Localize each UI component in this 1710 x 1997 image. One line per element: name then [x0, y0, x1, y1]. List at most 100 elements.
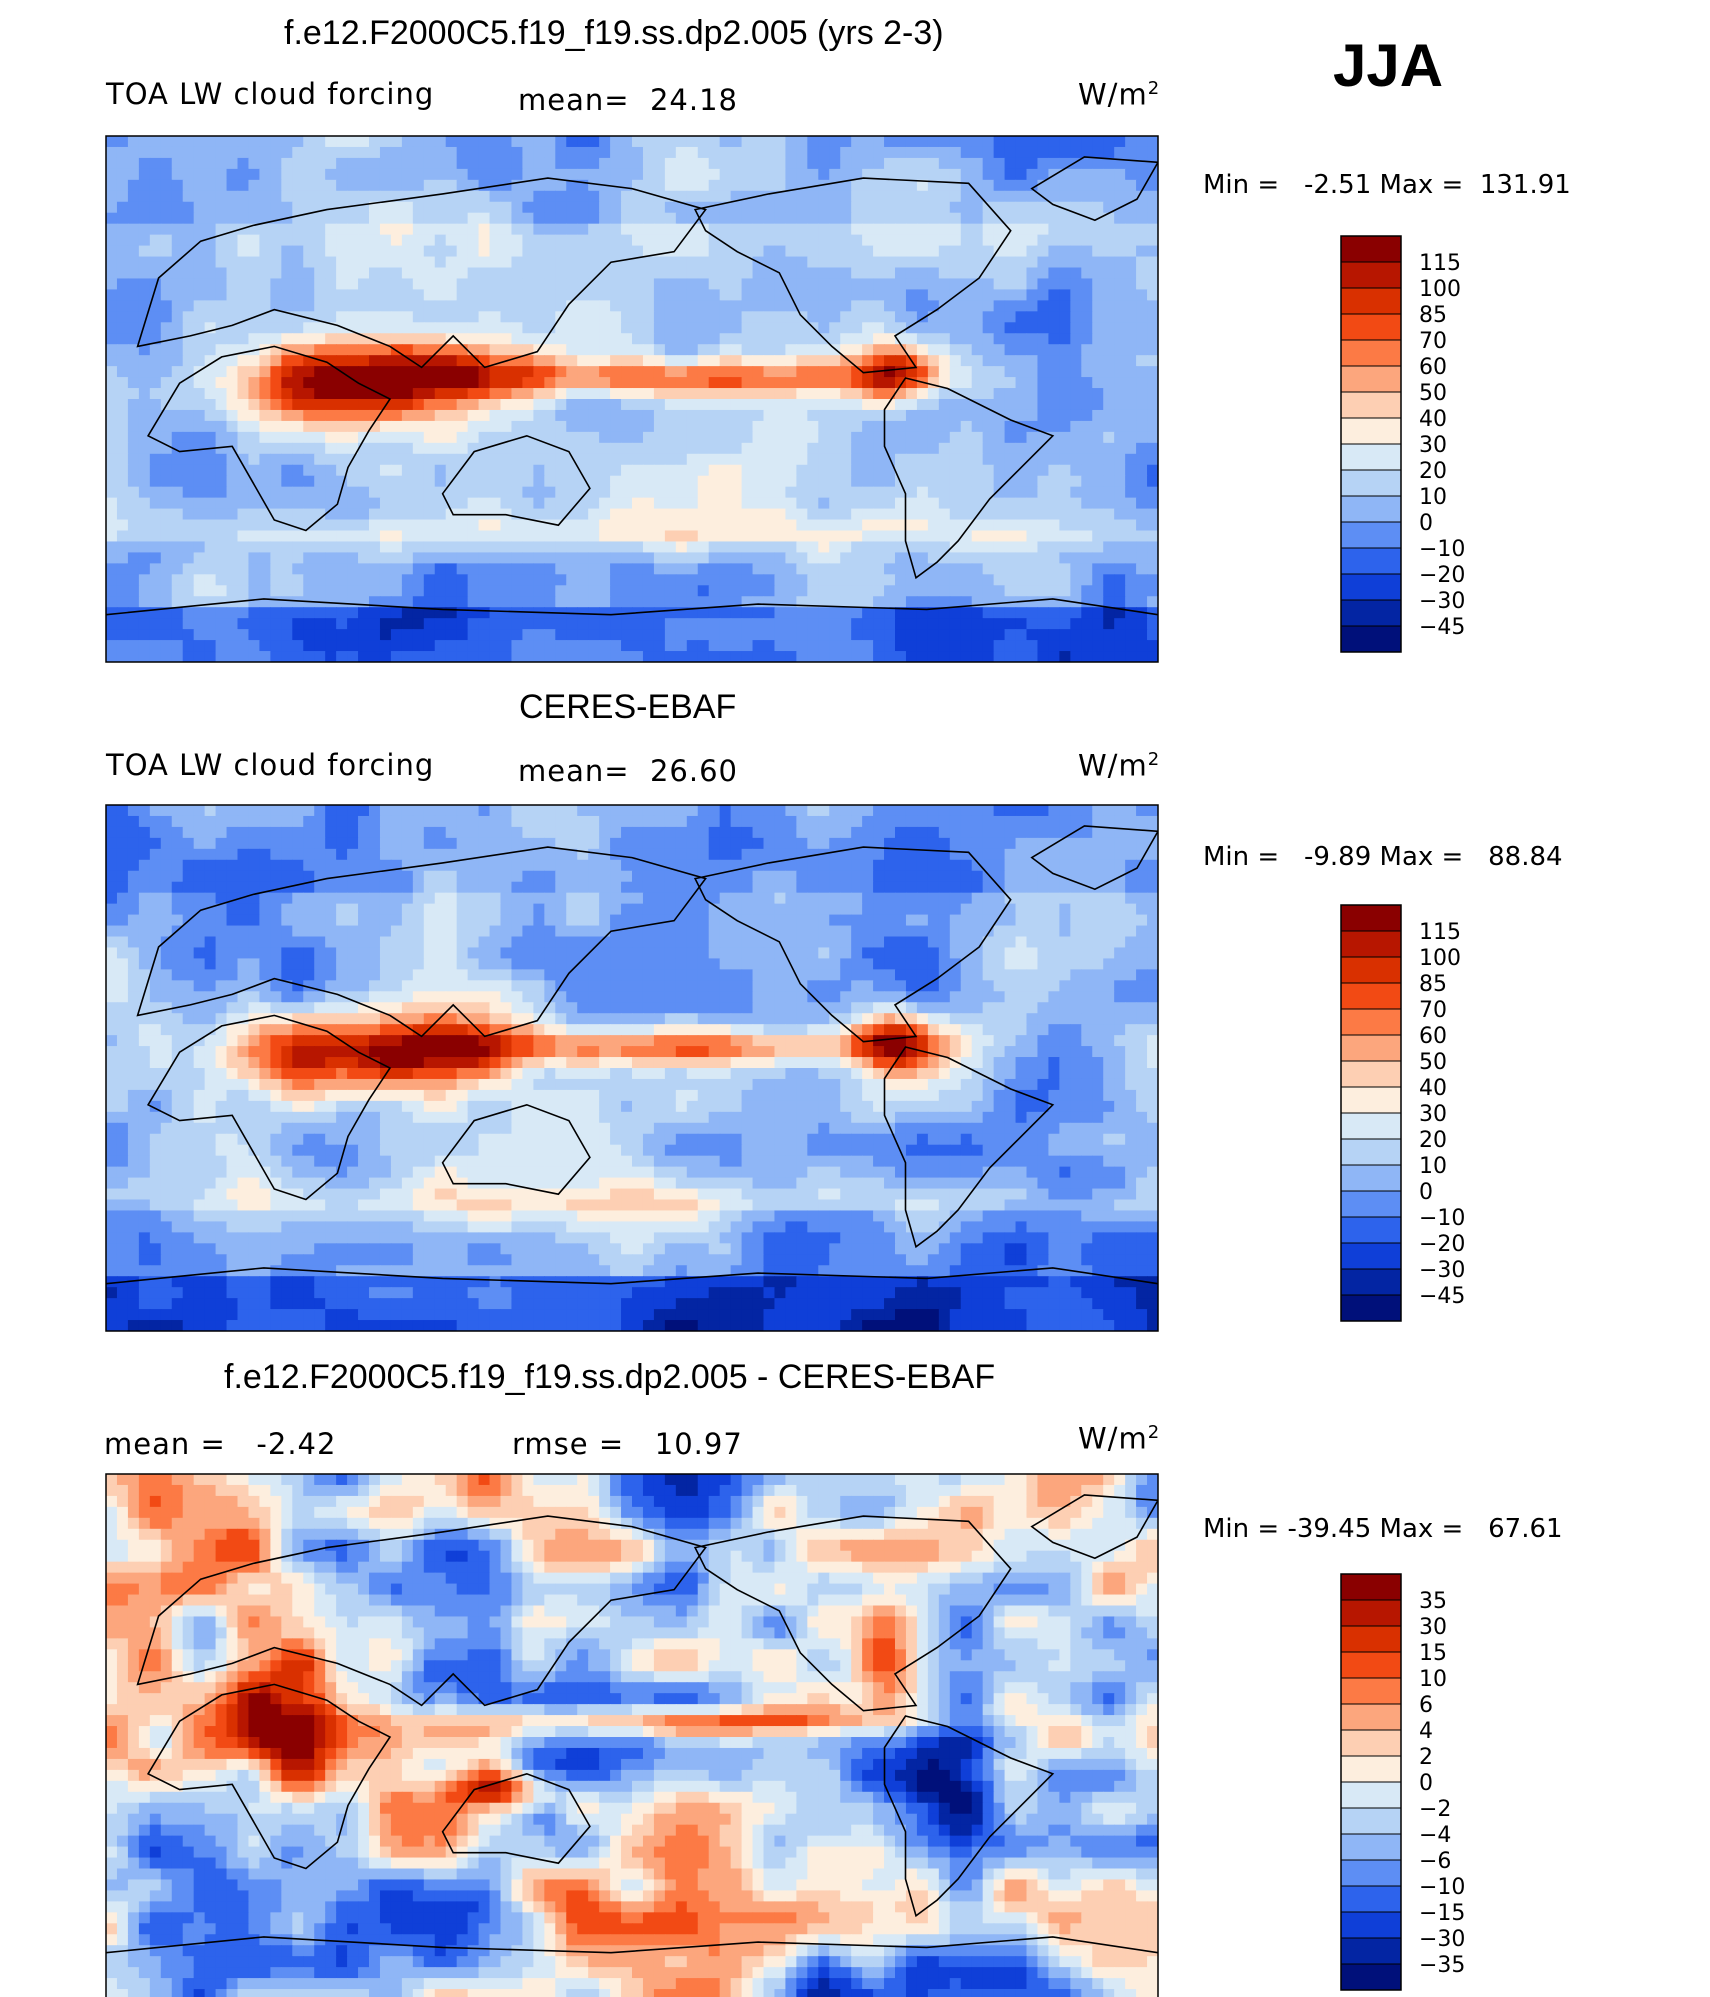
field-cell [730, 618, 743, 630]
field-cell [566, 157, 578, 170]
field-cell [632, 201, 644, 214]
field-cell [336, 344, 348, 356]
field-cell [960, 475, 973, 488]
field-cell [303, 585, 315, 597]
field-cell [116, 278, 129, 291]
field-cell [204, 234, 217, 247]
field-cell [719, 136, 732, 148]
field-cell [522, 223, 534, 236]
field-cell [423, 826, 436, 839]
field-cell [730, 190, 743, 203]
field-cell [127, 651, 140, 662]
field-cell [796, 168, 808, 181]
field-cell [226, 157, 239, 170]
field-cell [1026, 311, 1039, 323]
field-cell [1136, 179, 1148, 192]
field-cell [423, 409, 436, 422]
field-cell [303, 388, 315, 400]
field-cell [303, 574, 315, 586]
field-cell [752, 344, 765, 356]
field-cell [511, 201, 524, 214]
field-cell [686, 420, 699, 433]
field-cell [1081, 223, 1093, 236]
field-cell [982, 399, 995, 411]
field-cell [774, 146, 787, 159]
field-cell [467, 190, 480, 203]
field-cell [1015, 278, 1028, 291]
field-cell [730, 278, 743, 291]
field-cell [588, 585, 600, 597]
field-cell [500, 826, 513, 839]
field-cell [478, 289, 491, 301]
field-cell [719, 333, 732, 345]
field-cell [862, 179, 874, 192]
field-cell [1015, 530, 1028, 543]
field-cell [500, 344, 513, 356]
field-cell [664, 607, 677, 619]
field-cell [785, 607, 797, 619]
field-cell [226, 355, 239, 367]
field-cell [182, 464, 195, 477]
field-cell [445, 651, 458, 662]
field-cell [303, 409, 315, 422]
field-cell [555, 596, 567, 608]
field-cell [127, 190, 140, 203]
field-cell [774, 519, 787, 532]
field-cell [982, 234, 995, 247]
field-cell [248, 651, 261, 662]
field-cell [971, 497, 984, 510]
field-cell [226, 311, 239, 323]
field-cell [763, 201, 776, 214]
field-cell [741, 563, 754, 575]
field-cell [577, 223, 589, 236]
field-cell [106, 234, 118, 247]
field-cell [215, 377, 228, 389]
field-cell [566, 640, 578, 652]
field-cell [358, 267, 370, 280]
field-cell [927, 256, 940, 269]
field-cell [500, 541, 513, 554]
field-cell [905, 464, 918, 477]
field-cell [1015, 388, 1028, 400]
field-cell [949, 497, 962, 510]
field-cell [1136, 826, 1148, 839]
field-cell [730, 607, 743, 619]
field-cell [664, 805, 677, 817]
field-cell [270, 333, 282, 345]
field-cell [708, 585, 721, 597]
map-frame [105, 135, 1159, 663]
field-cell [829, 651, 841, 662]
field-cell [818, 212, 830, 225]
field-cell [829, 136, 841, 148]
field-cell [960, 409, 973, 422]
field-cell [599, 508, 611, 521]
field-cell [796, 519, 808, 532]
field-cell [237, 815, 250, 828]
field-cell [577, 815, 589, 828]
field-cell [829, 563, 841, 575]
field-cell [664, 190, 677, 203]
field-cell [522, 245, 534, 258]
field-cell [895, 157, 907, 170]
field-cell [938, 552, 951, 564]
field-cell [1015, 431, 1028, 444]
field-cell [1048, 530, 1060, 543]
field-cell [566, 651, 578, 662]
field-cell [467, 377, 480, 389]
field-cell [675, 300, 688, 312]
field-cell [182, 388, 195, 400]
field-cell [796, 508, 808, 521]
field-cell [1026, 278, 1039, 291]
field-cell [1114, 223, 1126, 236]
field-cell [336, 519, 348, 532]
field-cell [730, 596, 743, 608]
field-cell [1048, 618, 1060, 630]
field-cell [445, 333, 458, 345]
field-cell [138, 245, 151, 258]
field-cell [1048, 826, 1060, 839]
field-cell [555, 409, 567, 422]
field-cell [1070, 190, 1082, 203]
field-cell [116, 212, 129, 225]
field-cell [1125, 607, 1137, 619]
field-cell [938, 629, 951, 641]
